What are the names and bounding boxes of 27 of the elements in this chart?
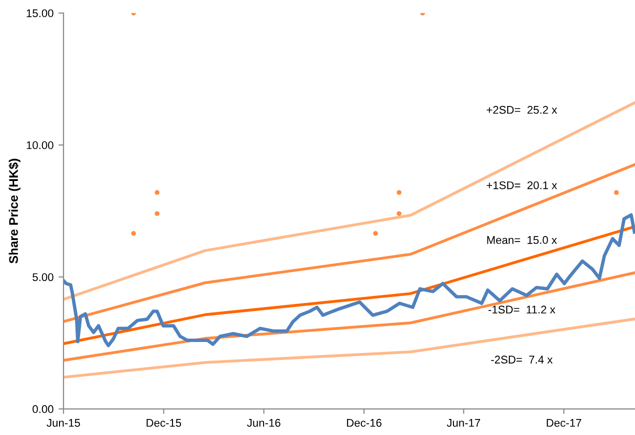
point <box>154 190 160 195</box>
series-label: -1SD= 11.2 x <box>488 306 556 314</box>
y-axis-title: Share Price (HK$) <box>8 158 20 264</box>
series-label: +1SD= 20.1 x <box>486 181 558 190</box>
x-tick-label: Jun-15 <box>46 419 80 427</box>
point <box>614 190 619 195</box>
x-tick-label: Jun-17 <box>446 419 480 427</box>
y-tick-label: 10.00 <box>26 141 54 150</box>
line-series <box>64 163 635 323</box>
line-series <box>64 271 635 362</box>
point <box>154 211 160 216</box>
line-series <box>64 318 635 379</box>
point <box>373 231 378 236</box>
point <box>396 190 402 195</box>
x-tick-label: Jun-16 <box>247 418 280 427</box>
series-label: Mean= 15.0 x <box>487 236 557 244</box>
series-label: -2SD= 7.4 x <box>491 356 553 364</box>
y-tick-label: 0.00 <box>32 405 54 414</box>
y-tick-label: 5.00 <box>32 273 54 282</box>
text: +2SD= 25.2 x <box>486 106 558 114</box>
x-tick-label: Dec-16 <box>347 418 382 427</box>
x-tick-label: Dec-15 <box>146 419 182 427</box>
x-tick-label: Dec-17 <box>546 419 582 427</box>
y-tick-label: 15.00 <box>26 9 54 18</box>
point <box>396 211 402 216</box>
line-series <box>64 101 635 301</box>
point <box>131 231 136 236</box>
